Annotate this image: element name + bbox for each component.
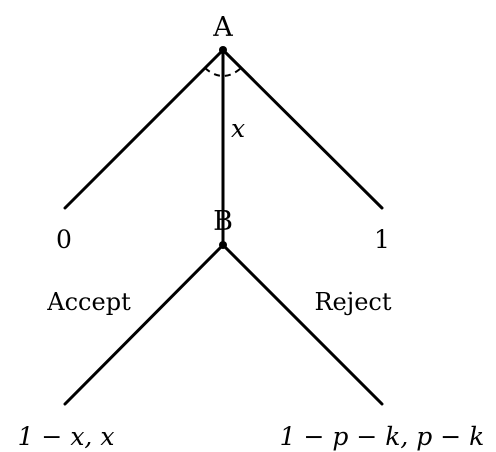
edge-a-right xyxy=(221,48,384,210)
right-terminal-label: 1 xyxy=(374,225,390,254)
accept-payoff-label: 1 − x, x xyxy=(18,422,115,451)
offer-x-label: x xyxy=(231,114,245,143)
left-terminal-label: 0 xyxy=(56,225,72,254)
edge-a-left xyxy=(63,48,225,210)
node-a-label: A xyxy=(212,12,233,43)
reject-label: Reject xyxy=(314,288,391,316)
reject-payoff-label: 1 − p − k, p − k xyxy=(280,422,485,451)
edge-b-accept xyxy=(63,243,225,406)
node-b-label: B xyxy=(213,206,233,237)
offer-range-arc xyxy=(204,67,242,77)
accept-label: Accept xyxy=(46,288,131,316)
edge-b-reject xyxy=(221,243,384,406)
node-b-dot xyxy=(219,241,227,249)
node-a-dot xyxy=(219,46,227,54)
